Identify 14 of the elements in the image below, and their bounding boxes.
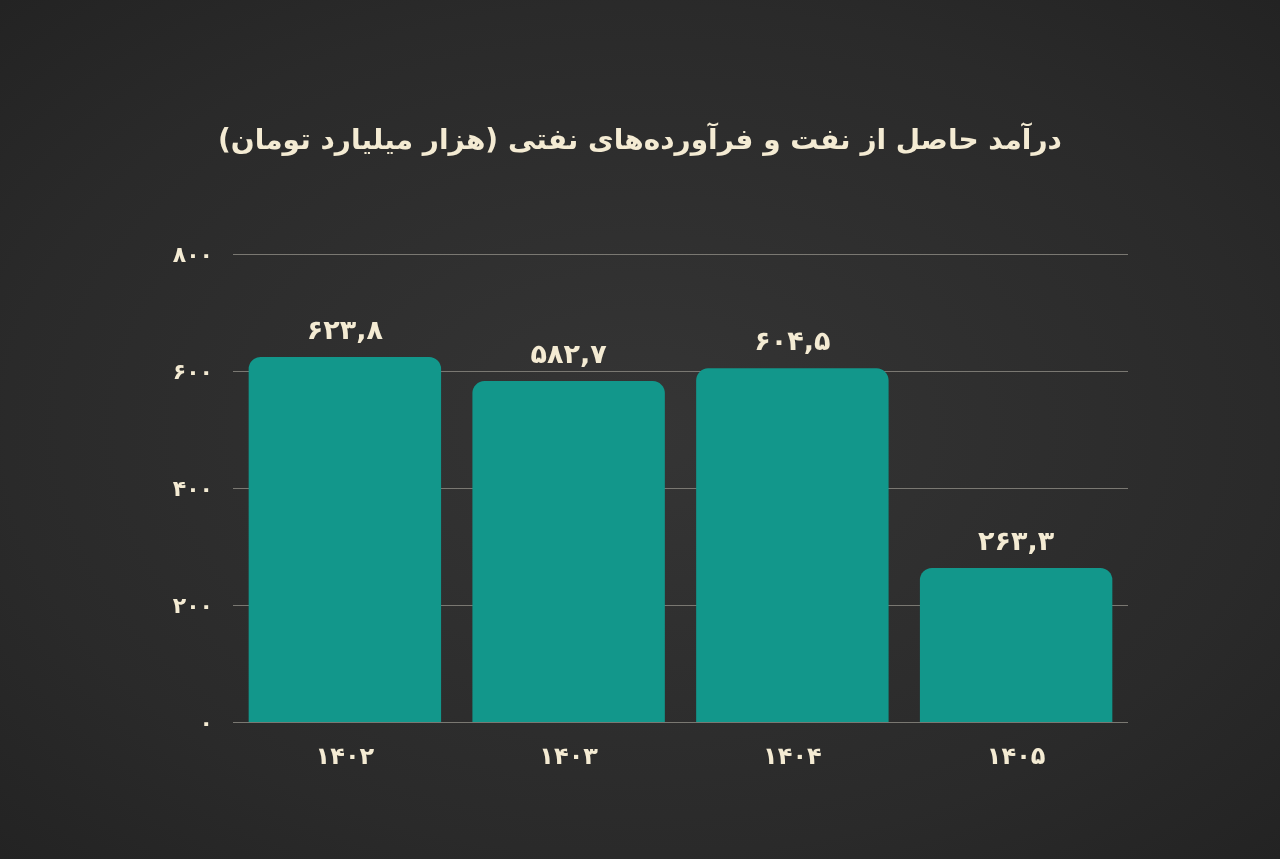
y-tick-label: ۰ bbox=[199, 709, 213, 735]
data-label: ۶۰۴,۵ bbox=[754, 325, 831, 357]
y-tick-label: ۶۰۰ bbox=[172, 358, 213, 384]
y-tick-label: ۴۰۰ bbox=[172, 475, 213, 501]
chart-title: درآمد حاصل از نفت و فرآورده‌های نفتی (هزار میلیارد تومان) bbox=[218, 121, 1062, 156]
x-tick-label: ۱۴۰۲ bbox=[315, 742, 375, 770]
y-tick-label: ۲۰۰ bbox=[172, 592, 213, 618]
x-tick-label: ۱۴۰۴ bbox=[763, 742, 822, 770]
y-tick-label: ۸۰۰ bbox=[172, 241, 213, 267]
x-tick-label: ۱۴۰۵ bbox=[986, 742, 1046, 770]
data-label: ۵۸۲,۷ bbox=[530, 338, 608, 370]
data-label: ۲۶۳,۳ bbox=[978, 524, 1055, 556]
data-label: ۶۲۳,۸ bbox=[306, 314, 384, 346]
x-tick-label: ۱۴۰۳ bbox=[539, 742, 599, 770]
